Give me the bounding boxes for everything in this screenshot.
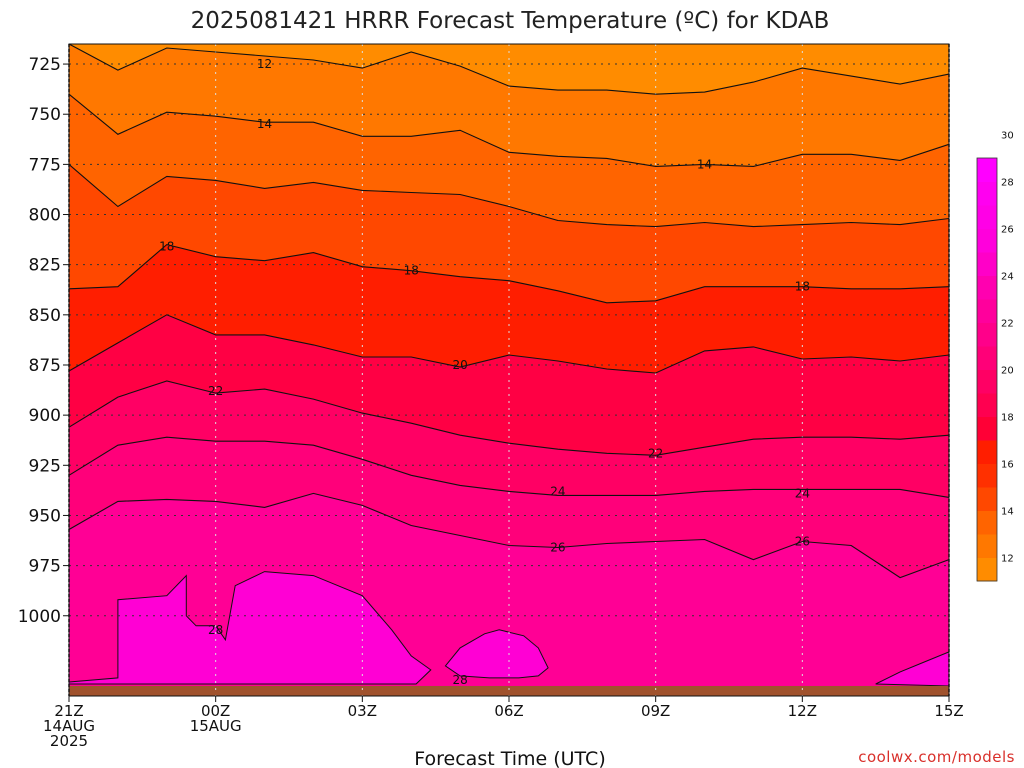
contour-line-16 <box>68 163 950 228</box>
x-tick-label: 12Z <box>788 702 817 720</box>
contour-line-18 <box>68 243 950 304</box>
watermark: coolwx.com/models <box>858 748 1015 766</box>
axes: 725 750 775 800 825 850 875 900 925 950 975 1000 21Z… <box>18 43 964 750</box>
contour-line-22 <box>68 380 950 456</box>
colorbar-segment <box>977 510 997 535</box>
y-tick-label: 975 <box>29 557 61 577</box>
contour-label-22: 22 <box>648 446 663 460</box>
ground-surface <box>69 685 949 696</box>
contour-label-26: 26 <box>550 541 565 555</box>
colorbar-segment <box>977 252 997 276</box>
colorbar-segment <box>977 181 997 206</box>
colorbar-label: 22 <box>1001 319 1014 330</box>
colorbar-segment <box>977 346 997 370</box>
y-tick-label: 825 <box>29 256 61 276</box>
contour-label-26: 26 <box>795 535 810 549</box>
contour-line-20 <box>68 314 950 374</box>
colorbar-segment <box>977 205 997 229</box>
contour-label-18: 18 <box>404 264 419 278</box>
x-axis-label: Forecast Time (UTC) <box>414 748 605 768</box>
x-tick-label: 15Z <box>934 702 963 720</box>
y-tick-label: 750 <box>29 105 61 125</box>
colorbar-segment <box>977 322 997 347</box>
colorbar-segment <box>977 463 997 488</box>
x-tick-label: 14AUG <box>43 717 95 735</box>
contour-label-20: 20 <box>452 358 467 372</box>
contour-label-12: 12 <box>257 57 272 71</box>
x-tick-label: 2025 <box>50 732 88 750</box>
contour-line-14 <box>68 93 950 167</box>
fill-region-28-2 <box>875 651 950 687</box>
x-tick-label: 09Z <box>641 702 670 720</box>
contour-line-24 <box>68 436 950 498</box>
temperature-fill-bands <box>68 44 950 696</box>
y-tick-label: 925 <box>29 456 61 476</box>
contour-line-26 <box>68 492 950 579</box>
colorbar-segment <box>977 275 997 300</box>
contour-label-14: 14 <box>697 157 712 171</box>
y-tick-label: 725 <box>29 55 61 75</box>
contour-label-28: 28 <box>452 673 467 687</box>
contour-labels: 12 14 14 18 18 18 20 22 22 24 24 26 26 28 28 <box>159 57 810 687</box>
x-tick-label: 03Z <box>348 702 377 720</box>
fill-region-28-0 <box>68 571 432 685</box>
colorbar-label: 16 <box>1001 460 1014 471</box>
x-tick-label: 15AUG <box>190 717 242 735</box>
y-tick-label: 950 <box>29 506 61 526</box>
contour-label-14: 14 <box>257 117 272 131</box>
contour-lines <box>68 43 950 579</box>
colorbar-frame <box>976 157 998 582</box>
y-tick-label: 875 <box>29 356 61 376</box>
colorbar-label: 18 <box>1001 413 1014 424</box>
colorbar-segment <box>977 534 997 558</box>
colorbar-segment <box>977 487 997 511</box>
colorbar-label: 20 <box>1001 366 1014 377</box>
colorbar-label: 24 <box>1001 272 1014 283</box>
contour-label-18: 18 <box>159 240 174 254</box>
colorbar-segment <box>977 158 997 182</box>
colorbar-segment <box>977 440 997 464</box>
y-tick-label: 775 <box>29 155 61 175</box>
contour-line-12 <box>68 43 950 95</box>
colorbar-segment <box>977 393 997 417</box>
y-tick-label: 1000 <box>18 607 61 627</box>
fill-region-28-1 <box>444 629 549 679</box>
colorbar-label: 30 <box>1001 131 1014 142</box>
contour-label-24: 24 <box>795 486 810 500</box>
y-tick-label: 900 <box>29 406 61 426</box>
colorbar-label: 12 <box>1001 554 1014 565</box>
colorbar: 12 14 16 18 20 22 24 26 28 30 <box>976 131 1014 582</box>
colorbar-label: 14 <box>1001 507 1014 518</box>
colorbar-segment <box>977 369 997 394</box>
colorbar-label: 28 <box>1001 178 1014 189</box>
colorbar-segment <box>977 228 997 253</box>
chart-title: 2025081421 HRRR Forecast Temperature (ºC… <box>191 8 830 34</box>
colorbar-segment <box>977 557 997 582</box>
y-tick-label: 850 <box>29 306 61 326</box>
x-tick-label: 06Z <box>494 702 523 720</box>
colorbar-segment <box>977 299 997 323</box>
contour-label-28: 28 <box>208 623 223 637</box>
x-tick-label: 00Z <box>201 702 230 720</box>
contour-label-22: 22 <box>208 384 223 398</box>
y-tick-label: 800 <box>29 206 61 226</box>
contour-label-18: 18 <box>795 280 810 294</box>
colorbar-segment <box>977 416 997 441</box>
x-tick-label: 21Z <box>54 702 83 720</box>
colorbar-label: 26 <box>1001 225 1014 236</box>
contour-label-24: 24 <box>550 484 565 498</box>
